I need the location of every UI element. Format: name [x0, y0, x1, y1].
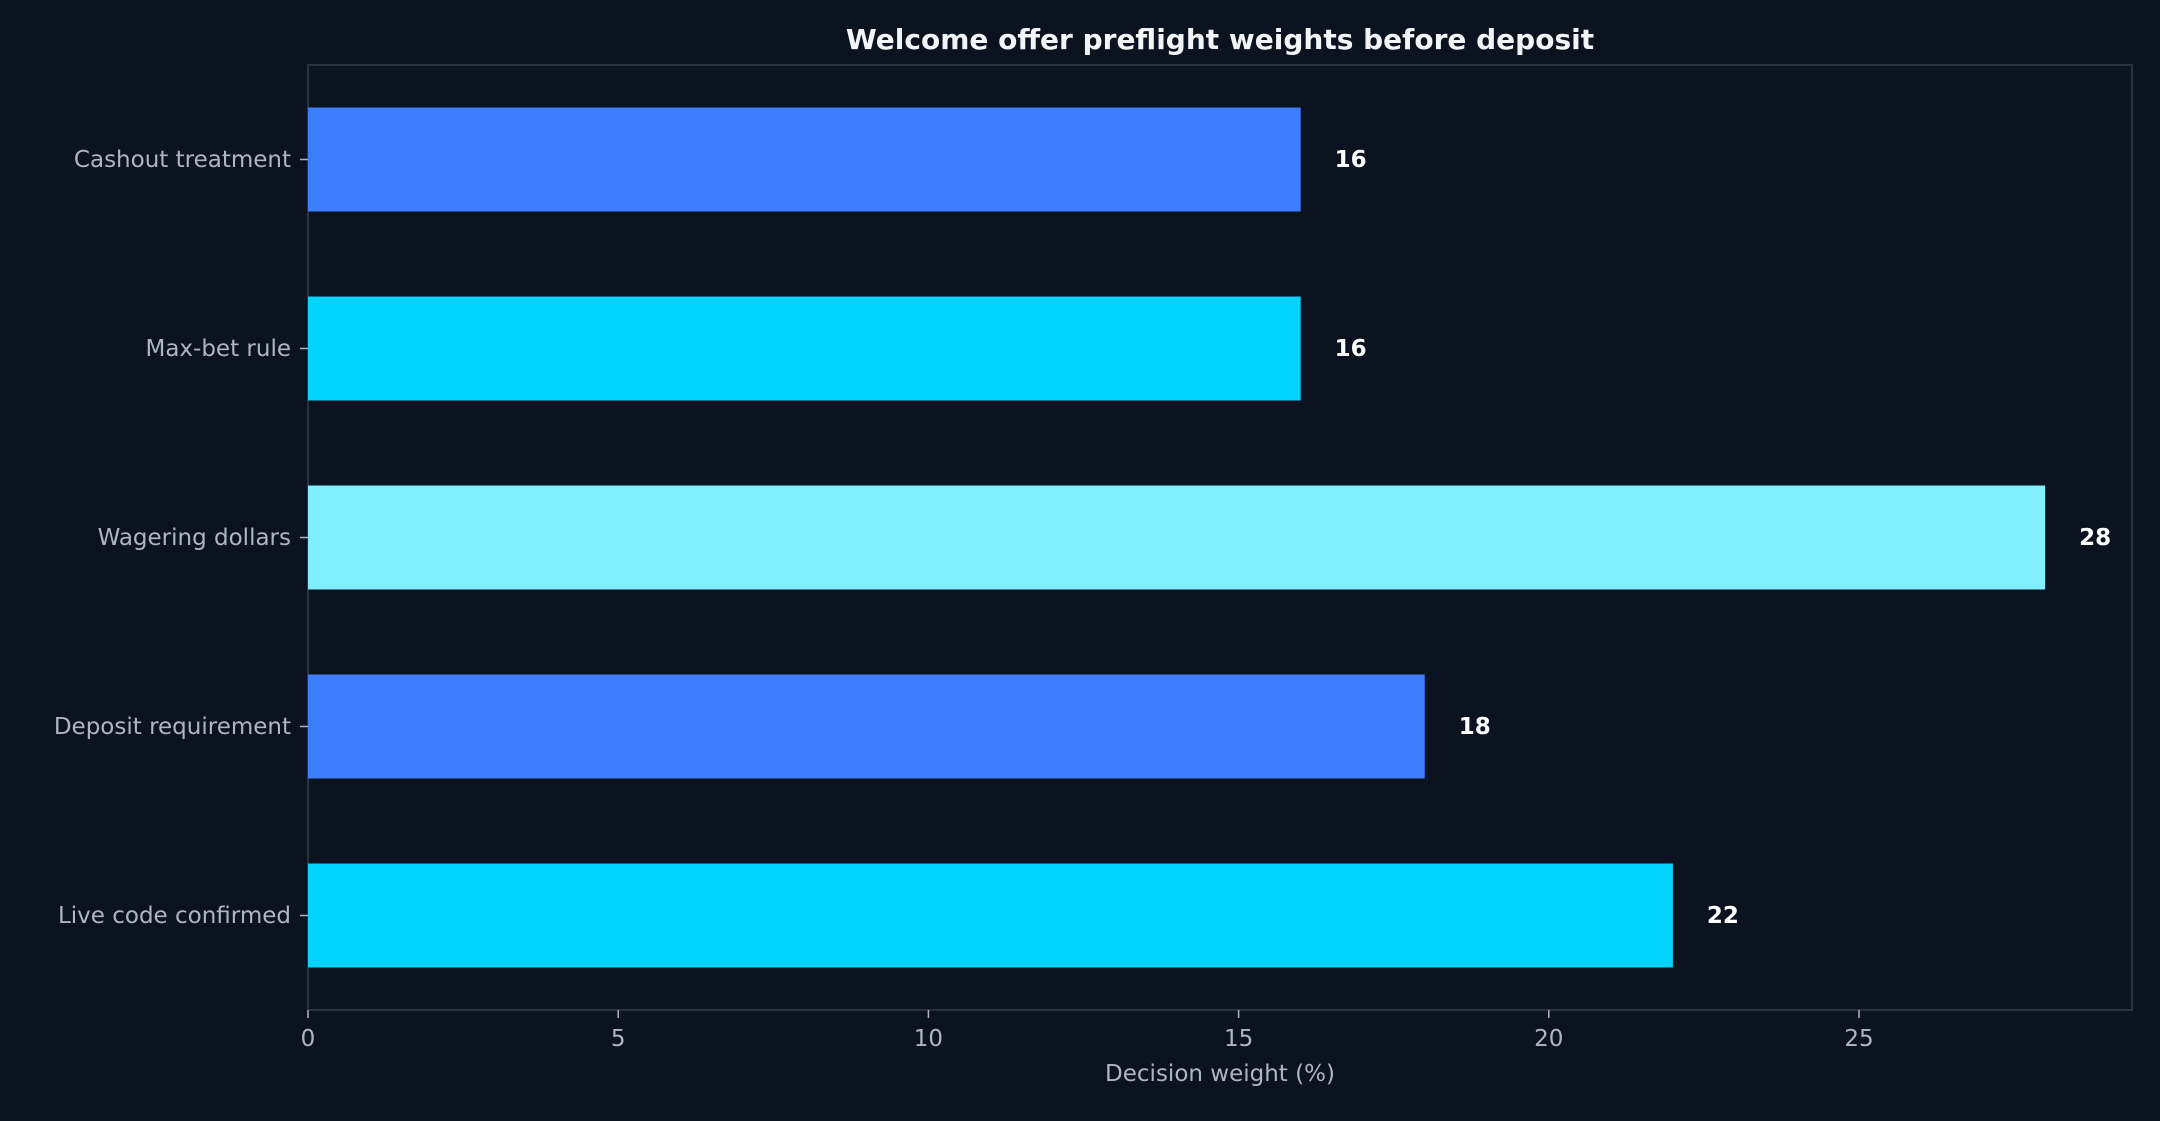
y-tick-label-cashout-treatment: Cashout treatment [74, 147, 291, 173]
value-label-wagering-dollars: 28 [2079, 525, 2111, 551]
bar-wagering-dollars [308, 485, 2046, 590]
bar-deposit-requirement [308, 674, 1425, 779]
x-axis-label: Decision weight (%) [1105, 1061, 1335, 1087]
y-tick-label-live-code-confirmed: Live code confirmed [58, 903, 291, 929]
x-tick-label-5: 5 [611, 1026, 626, 1052]
value-label-cashout-treatment: 16 [1335, 147, 1367, 173]
x-tick-label-20: 20 [1534, 1026, 1563, 1052]
y-axis: Cashout treatment Max-bet rule Wagering do… [54, 147, 308, 929]
chart-title: Welcome offer preflight weights before d… [846, 23, 1594, 56]
y-tick-label-wagering-dollars: Wagering dollars [98, 525, 291, 551]
bar-live-code-confirmed [308, 863, 1673, 968]
x-axis: 0 5 10 15 20 25 [301, 1010, 1874, 1052]
x-tick-label-10: 10 [914, 1026, 943, 1052]
x-tick-label-25: 25 [1844, 1026, 1873, 1052]
y-tick-label-max-bet-rule: Max-bet rule [145, 336, 291, 362]
x-tick-label-0: 0 [301, 1026, 316, 1052]
value-label-max-bet-rule: 16 [1335, 336, 1367, 362]
bar-cashout-treatment [308, 107, 1301, 212]
x-tick-label-15: 15 [1224, 1026, 1253, 1052]
bar-max-bet-rule [308, 296, 1301, 401]
value-label-live-code-confirmed: 22 [1707, 903, 1739, 929]
value-label-deposit-requirement: 18 [1459, 714, 1491, 740]
value-labels-layer: 16 16 28 18 22 [1335, 147, 2112, 929]
bars-layer [308, 107, 2046, 968]
y-tick-label-deposit-requirement: Deposit requirement [54, 714, 291, 740]
